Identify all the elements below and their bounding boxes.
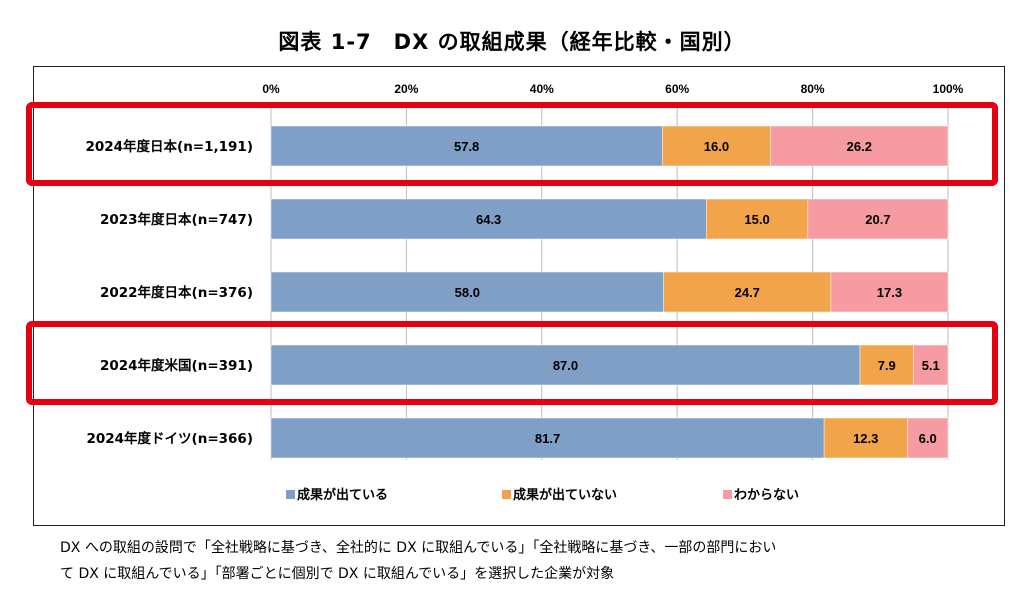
data-label: 5.1 [922,358,940,373]
legend-swatch [502,490,511,499]
category-label: 2023年度日本(n=747) [100,211,253,228]
x-tick-label: 0% [262,82,280,96]
data-label: 24.7 [735,285,760,300]
footnote-line-1: DX への取組の設問で「全社戦略に基づき、全社的に DX に取組んでいる」「全社… [60,540,777,556]
data-label: 20.7 [865,212,890,227]
bar-segment [830,271,949,313]
x-tick-label: 100% [933,82,964,96]
footnote-line-2: て DX に取組んでいる」「部署ごとに個別で DX に取組んでいる」を選択した企… [60,566,615,582]
data-label: 7.9 [878,358,896,373]
data-label: 26.2 [847,139,872,154]
highlight-box [26,102,998,186]
bar-segment [907,417,949,459]
bar-segment [913,344,949,386]
data-label: 12.3 [853,431,878,446]
data-label: 81.7 [535,431,560,446]
bar-segment [706,198,809,240]
x-tick-label: 40% [530,82,554,96]
chart-title: 図表 1-7 DX の取組成果（経年比較・国別） [278,30,746,54]
bar-segment [823,417,908,459]
data-label: 57.8 [454,139,479,154]
category-label: 2022年度日本(n=376) [100,284,253,301]
legend-swatch [286,490,295,499]
category-label: 2024年度日本(n=1,191) [85,138,253,155]
data-label: 17.3 [877,285,902,300]
bar-segment [270,198,707,240]
legend-label: 成果が出ていない [513,487,617,503]
bar-segment [270,344,861,386]
data-label: 64.3 [476,212,501,227]
data-label: 15.0 [744,212,769,227]
data-label: 58.0 [455,285,480,300]
bar-segment [663,271,832,313]
highlight-box [26,321,998,405]
x-tick-label: 60% [665,82,689,96]
legend-label: 成果が出ている [297,487,388,503]
chart-frame [33,66,1005,526]
data-label: 16.0 [704,139,729,154]
bar-segment [770,125,949,167]
legend-swatch [723,490,732,499]
category-label: 2024年度ドイツ(n=366) [86,430,253,447]
bar-segment [270,271,664,313]
data-label: 87.0 [553,358,578,373]
x-tick-label: 20% [394,82,418,96]
bar-segment [662,125,771,167]
legend-label: わからない [734,488,799,503]
data-label: 6.0 [919,431,937,446]
x-tick-label: 80% [801,82,825,96]
bar-segment [270,417,825,459]
bar-segment [807,198,949,240]
bar-segment [859,344,914,386]
category-label: 2024年度米国(n=391) [100,357,253,374]
